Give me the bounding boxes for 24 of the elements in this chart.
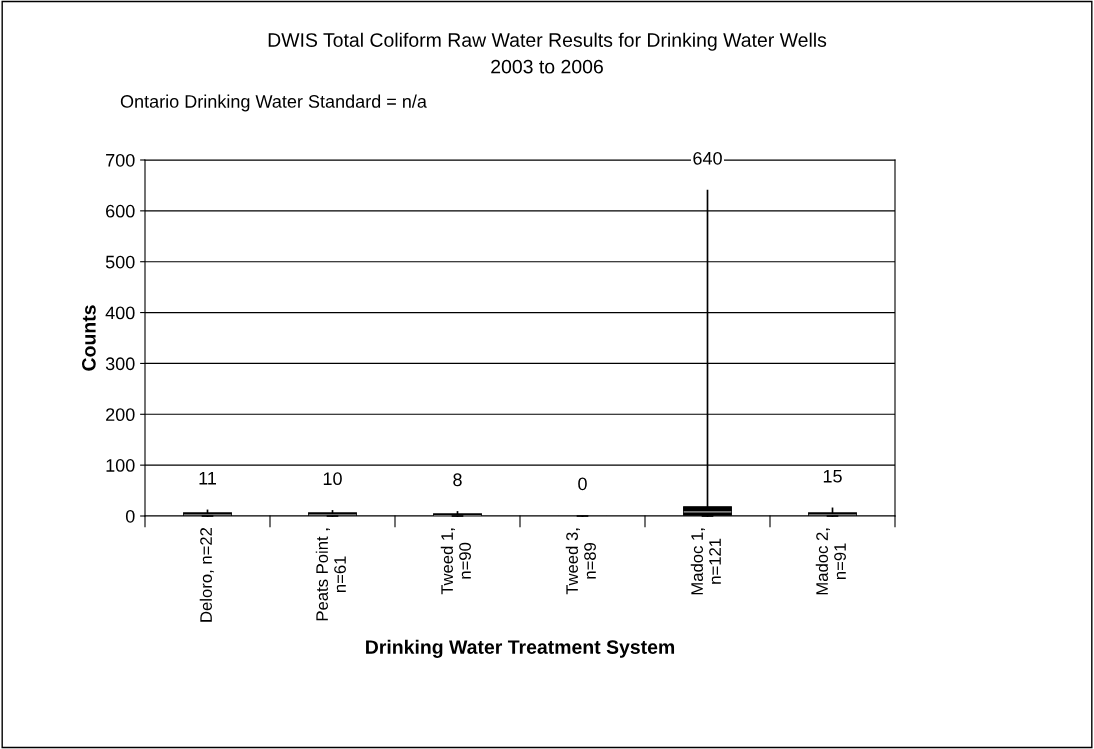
text: 8 [453, 473, 462, 487]
text: 15 [823, 469, 842, 483]
chart-title: DWIS Total Coliform Raw Water Results for Drinking Water Wells 2003 to 2006 [268, 32, 827, 74]
text: 640 [693, 151, 722, 165]
x-tick-label: Tweed 1, n=90 [440, 528, 471, 595]
y-tick-label: 300 [105, 357, 135, 371]
text: 10 [323, 472, 342, 486]
x-tick-label: Tweed 3, n=89 [565, 528, 596, 595]
x-tick-label: Peats Point , n=61 [315, 528, 346, 621]
y-tick-label: 400 [105, 306, 135, 320]
y-tick-label: 600 [106, 204, 135, 218]
text: 0 [578, 477, 587, 491]
x-axis-title: Drinking Water Treatment System [366, 639, 675, 658]
x-tick-label: Madoc 1, n=121 [690, 528, 721, 595]
y-tick-label: 100 [106, 459, 135, 472]
y-tick-label: 500 [105, 255, 135, 269]
chart-subtitle: Ontario Drinking Water Standard = n/a [120, 94, 427, 112]
x-tick-label: Deloro, n=22 [199, 527, 214, 622]
x-tick-label: Madoc 2, n=91 [815, 528, 846, 595]
text: 11 [199, 472, 216, 485]
y-axis-title: Counts [81, 305, 96, 371]
y-tick-label: 200 [106, 408, 135, 422]
y-tick-label: 700 [106, 153, 135, 167]
y-tick-label: 0 [125, 509, 135, 523]
